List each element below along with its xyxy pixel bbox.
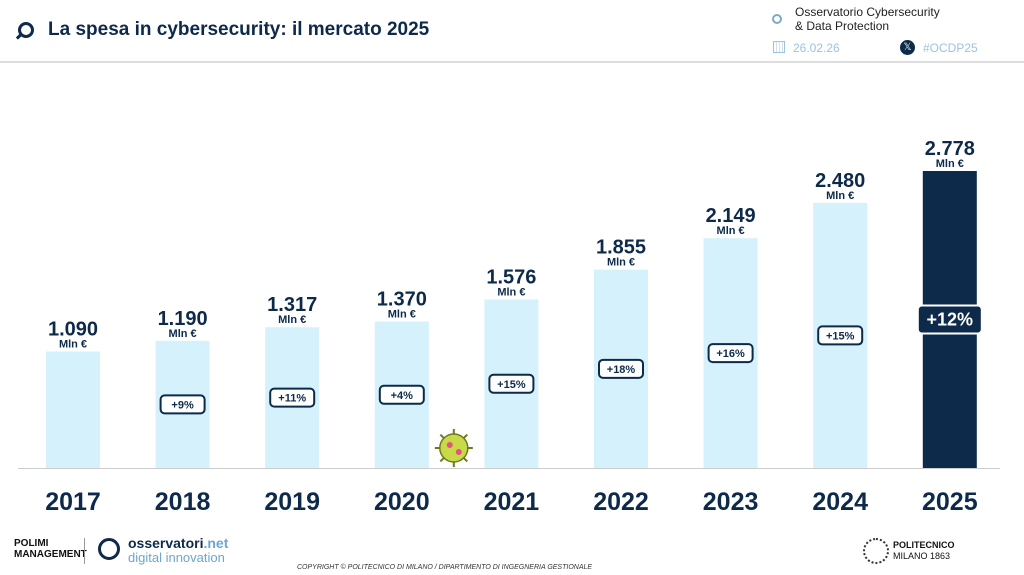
polimi-line1: POLIMI [14,538,49,549]
growth-label: +12% [927,310,974,330]
unit-label: Mln € [936,158,964,170]
value-label: 1.090 [48,318,98,340]
value-label: 1.190 [158,308,208,330]
x-tick-label: 2019 [264,488,320,516]
observatory-name: Osservatorio Cybersecurity & Data Protect… [795,5,940,33]
observatory-icon [772,14,782,24]
growth-label: +9% [171,399,194,411]
virus-dot [446,442,453,448]
polimi-line2: MANAGEMENT [14,549,87,560]
politecnico-seal-icon [863,538,889,564]
oss-name-b: .net [203,535,229,551]
polimi-logo: POLIMI MANAGEMENT [14,538,87,560]
page-title: La spesa in cybersecurity: il mercato 20… [48,19,430,40]
x-tick-label: 2020 [374,488,430,516]
poli-line1: POLITECNICO [893,540,955,550]
value-label: 1.576 [486,267,536,289]
poli-line2: MILANO 1863 [893,551,951,561]
bar-2017 [46,351,100,468]
x-tick-label: 2024 [812,488,868,516]
unit-label: Mln € [497,287,525,299]
growth-label: +4% [391,390,414,402]
growth-badge [378,384,425,405]
virus-dot [455,449,462,455]
growth-badge [488,373,535,394]
value-label: 1.855 [596,237,646,259]
value-label: 1.370 [377,289,427,311]
osservatori-name: osservatori.net [128,535,228,551]
unit-label: Mln € [717,225,745,237]
x-tick-label: 2017 [45,488,101,516]
growth-label: +11% [278,393,306,405]
unit-label: Mln € [607,257,635,269]
magnifier-logo-icon [18,22,34,38]
politecnico-logo: POLITECNICO MILANO 1863 [893,540,955,562]
growth-badge [707,343,754,364]
growth-badge [159,394,206,415]
copyright: COPYRIGHT © POLITECNICO DI MILANO / DIPA… [297,564,593,571]
unit-label: Mln € [59,338,87,350]
date: 26.02.26 [793,41,840,55]
growth-label: +18% [607,364,636,376]
observatory-line1: Osservatorio Cybersecurity [795,5,940,19]
value-label: 1.317 [267,294,317,316]
value-label: 2.149 [706,205,756,227]
x-tick-label: 2025 [922,488,978,516]
growth-label: +15% [826,330,855,342]
x-logo-icon: 𝕏 [900,40,915,55]
unit-label: Mln € [169,328,197,340]
osservatori-logo-icon [98,538,120,560]
growth-badge [598,358,644,379]
x-tick-label: 2023 [703,488,759,516]
hashtag: #OCDP25 [923,41,978,55]
x-tick-label: 2018 [155,488,211,516]
logo-separator [84,538,85,564]
unit-label: Mln € [278,314,306,326]
value-label: 2.778 [925,138,975,160]
osservatori-tagline: digital innovation [128,550,225,565]
virus-icon [439,433,469,463]
x-tick-label: 2022 [593,488,649,516]
x-tick-label: 2021 [484,488,540,516]
growth-label: +16% [716,348,745,360]
unit-label: Mln € [826,190,854,202]
growth-badge [916,304,983,335]
value-label: 2.480 [815,170,865,192]
growth-badge [269,387,316,408]
observatory-line2: & Data Protection [795,19,890,33]
calendar-icon [773,41,785,53]
divider [0,61,1024,63]
oss-name-a: osservatori [128,535,204,551]
growth-label: +15% [497,379,526,391]
growth-badge [817,325,864,346]
unit-label: Mln € [388,309,416,321]
